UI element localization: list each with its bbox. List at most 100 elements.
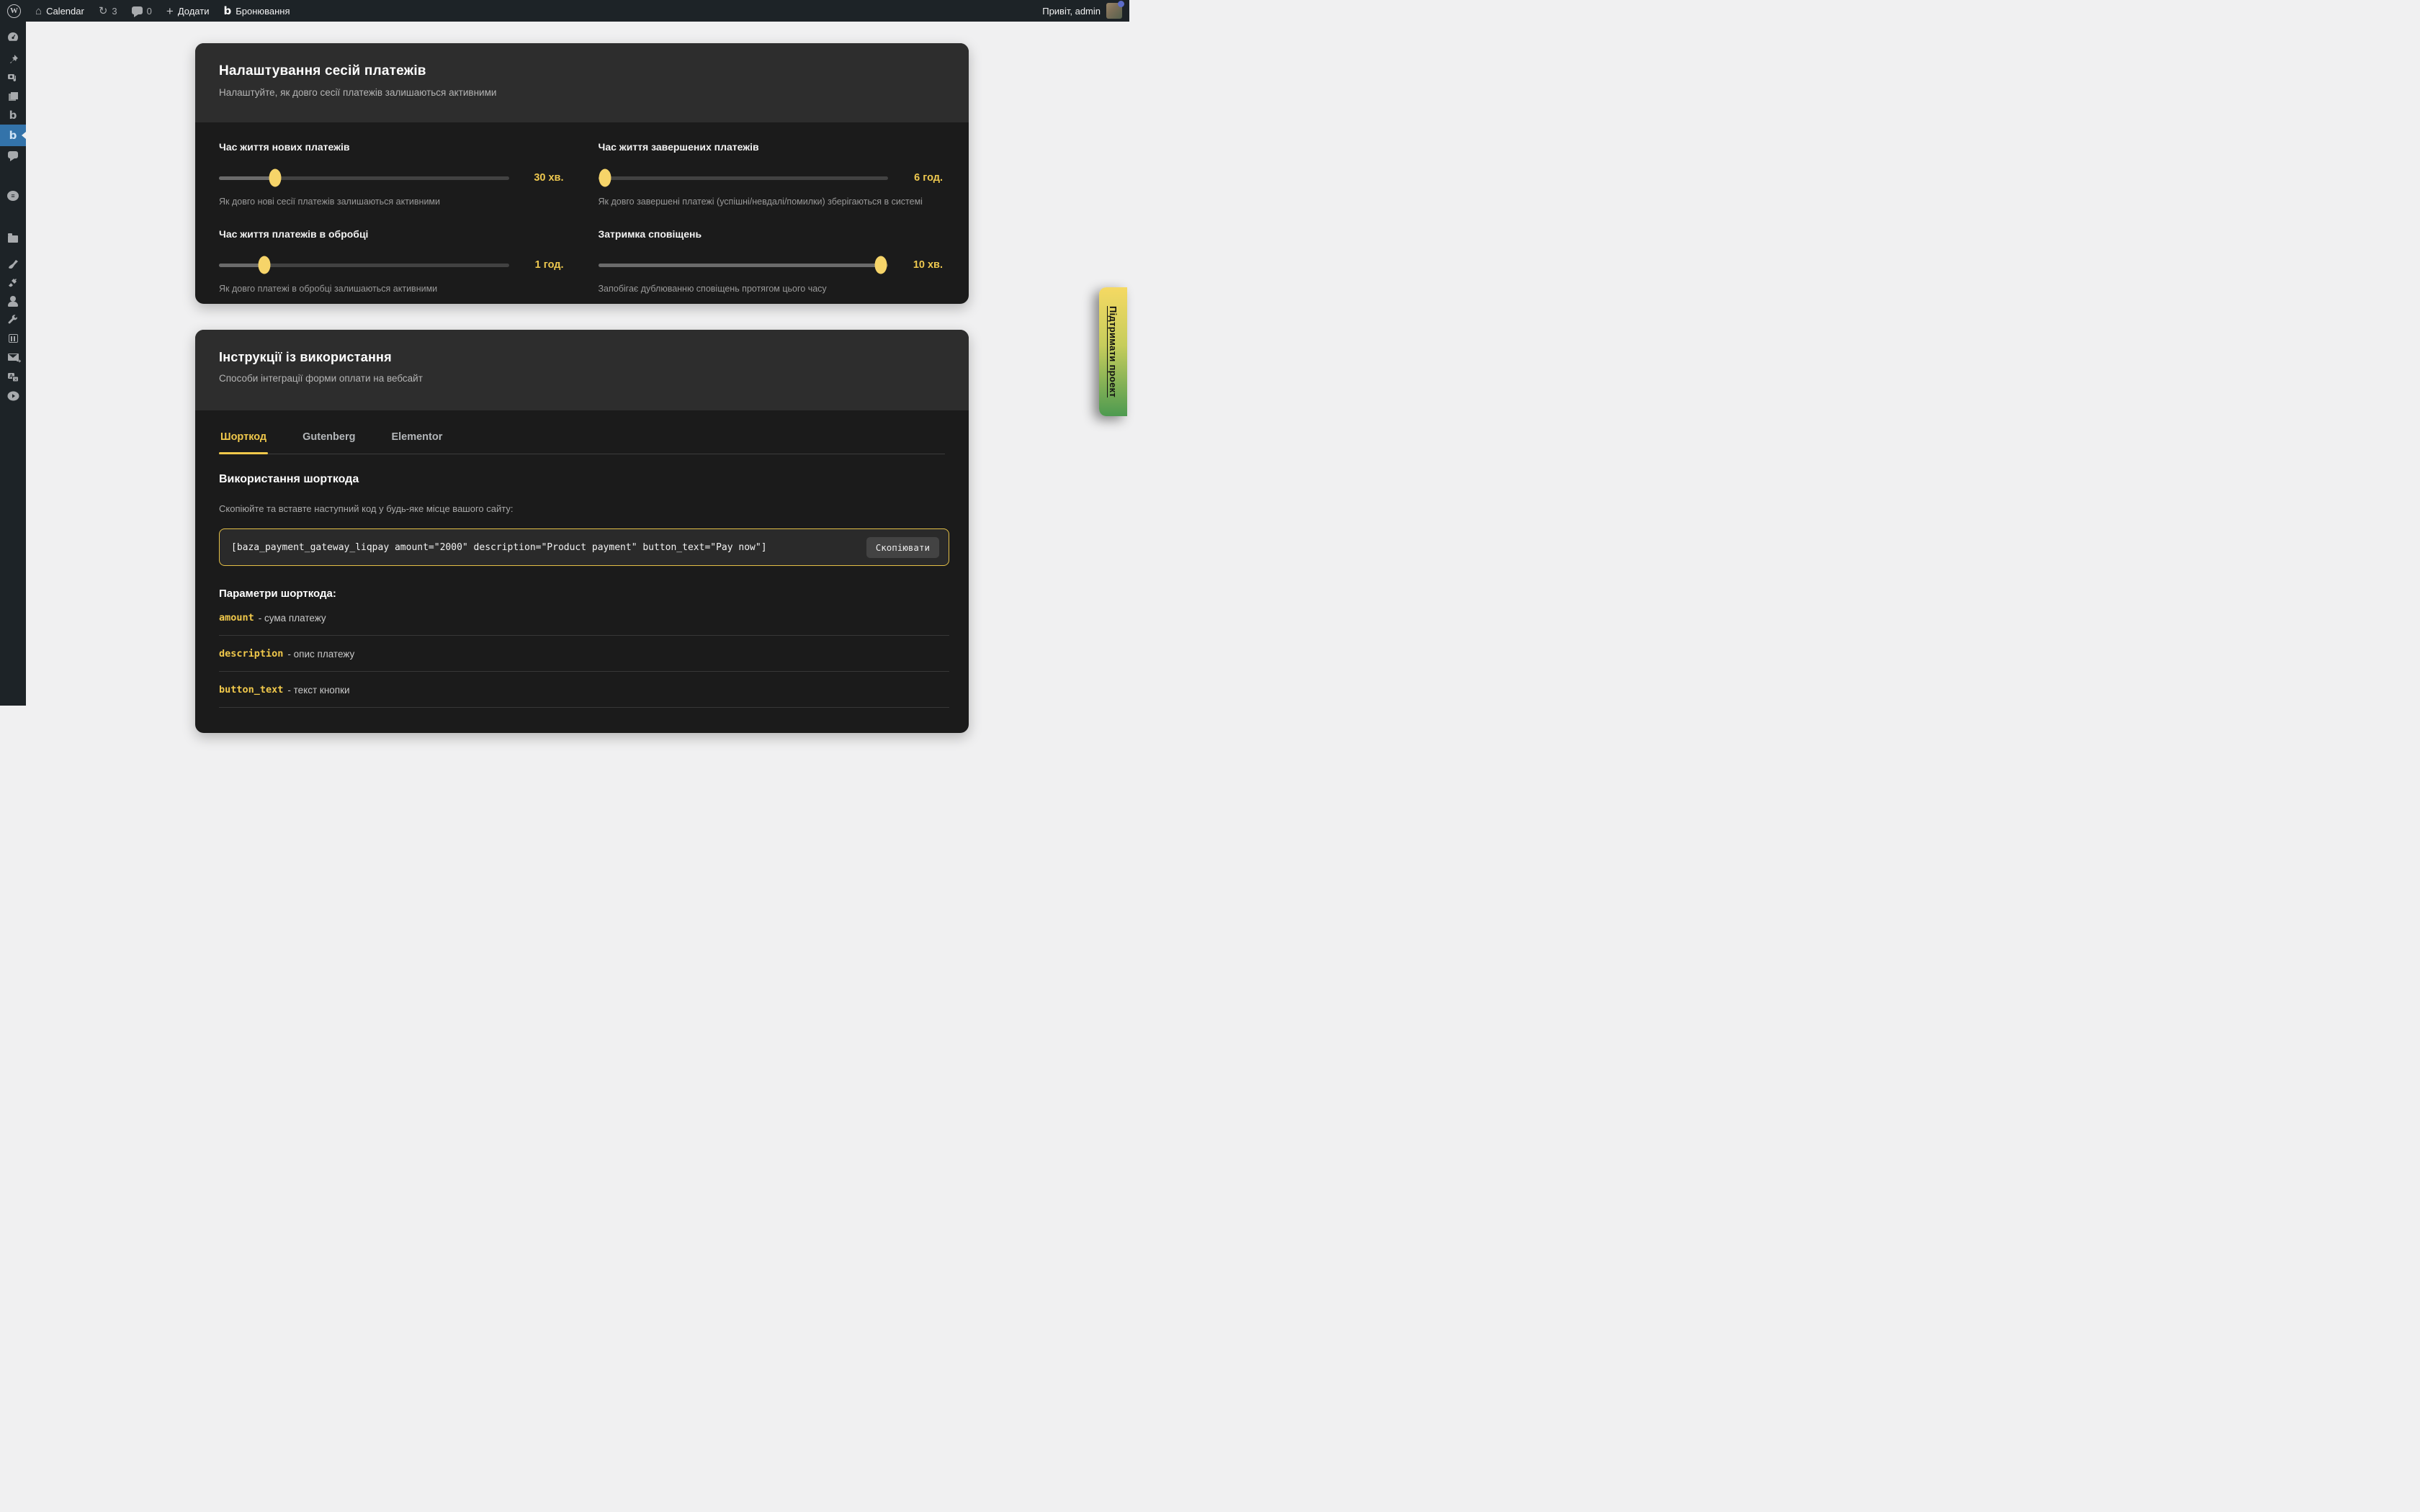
sidebar-item-booking[interactable]: b — [0, 106, 26, 125]
admin-sidebar: b b ≡ A✕ — [0, 22, 26, 706]
slider-description: Як довго нові сесії платежів залишаються… — [219, 197, 441, 207]
elementor-icon: ≡ — [7, 191, 19, 201]
slider-thumb[interactable] — [269, 168, 282, 187]
payment-sessions-header: Налаштування сесій платежів Налаштуйте, … — [195, 43, 969, 122]
slider-value: 10 хв. — [913, 259, 943, 271]
shortcode-text: [baza_payment_gateway_liqpay amount="200… — [231, 541, 767, 553]
usage-instructions-header: Інструкції із використання Способи інтег… — [195, 330, 969, 410]
params-title: Параметри шорткода: — [219, 588, 336, 600]
sidebar-item-pages[interactable] — [0, 87, 26, 106]
user-greeting[interactable]: Привіт, admin — [1042, 5, 1101, 17]
tab-gutenberg[interactable]: Gutenberg — [302, 431, 356, 443]
booking-logo-icon: b — [223, 4, 232, 17]
sidebar-item-folder[interactable] — [0, 230, 26, 248]
slider-value: 30 хв. — [534, 172, 564, 184]
slider-track[interactable] — [219, 256, 509, 274]
booking-label: Бронювання — [236, 5, 290, 17]
card-subtitle: Способи інтеграції форми оплати на вебса… — [219, 373, 423, 384]
plug-icon — [8, 278, 17, 287]
sidebar-item-plugins[interactable] — [0, 273, 26, 292]
new-content-link[interactable]: + Додати — [159, 0, 217, 22]
comments-icon — [131, 6, 143, 17]
folder-icon — [8, 233, 18, 243]
slider-label: Час життя нових платежів — [219, 141, 350, 153]
slider-thumb[interactable] — [258, 256, 271, 274]
usage-instructions-card: Інструкції із використання Способи інтег… — [195, 330, 969, 733]
avatar[interactable] — [1106, 1, 1124, 19]
pin-icon — [9, 54, 18, 63]
admin-bar: W ⌂ Calendar ↻ 3 0 + Додати b Бронювання… — [0, 0, 1129, 22]
param-description: - текст кнопки — [287, 684, 350, 696]
slider-track[interactable] — [219, 168, 509, 187]
wrench-icon — [8, 314, 17, 323]
media-icon — [8, 74, 16, 81]
slider-track[interactable] — [598, 168, 888, 187]
sidebar-item-dashboard[interactable] — [0, 27, 26, 46]
sidebar-item-media[interactable] — [0, 68, 26, 87]
card-subtitle: Налаштуйте, як довго сесії платежів зали… — [219, 87, 497, 98]
site-link[interactable]: ⌂ Calendar — [28, 0, 91, 22]
site-name: Calendar — [46, 5, 84, 17]
user-icon — [8, 296, 18, 307]
slider-track[interactable] — [598, 256, 888, 274]
tab-shortcode[interactable]: Шорткод — [219, 422, 269, 454]
comments-link[interactable]: 0 — [125, 0, 159, 22]
settings-sliders-icon — [8, 334, 18, 343]
support-project-ribbon[interactable]: Підтримати проект — [1099, 287, 1127, 416]
slider-thumb[interactable] — [874, 256, 887, 274]
wordpress-logo-icon: W — [7, 4, 21, 18]
slider-processing-payments: Час життя платежів в обробці 1 год. Як д… — [219, 228, 564, 294]
pages-icon — [8, 92, 18, 101]
param-name: button_text — [219, 684, 284, 696]
comments-bubble-icon — [8, 151, 18, 161]
usage-hint: Скопіюйте та вставте наступний код у буд… — [219, 503, 514, 514]
slider-value: 1 год. — [534, 259, 564, 271]
param-name: amount — [219, 612, 254, 624]
mail-forward-icon — [7, 354, 22, 364]
plus-icon: + — [166, 4, 174, 18]
slider-label: Час життя платежів в обробці — [219, 228, 369, 240]
updates-link[interactable]: ↻ 3 — [91, 0, 125, 22]
booking-b-icon: b — [9, 108, 17, 122]
slider-notification-delay: Затримка сповіщень 10 хв. Запобігає дубл… — [598, 228, 943, 294]
slider-description: Як довго платежі в обробці залишаються а… — [219, 284, 438, 294]
card-title: Налаштування сесій платежів — [219, 63, 426, 78]
sidebar-item-users[interactable] — [0, 292, 26, 310]
sidebar-item-comments[interactable] — [0, 146, 26, 165]
sidebar-item-payments-active[interactable]: b — [0, 125, 26, 146]
svg-text:✕: ✕ — [14, 378, 18, 382]
active-arrow-icon — [22, 132, 26, 139]
slider-description: Запобігає дублюванню сповіщень протягом … — [598, 284, 827, 294]
home-icon: ⌂ — [35, 4, 42, 17]
updates-icon: ↻ — [98, 4, 108, 17]
param-name: description — [219, 648, 284, 660]
booking-link[interactable]: b Бронювання — [216, 0, 297, 22]
copy-button[interactable]: Скопіювати — [866, 536, 939, 558]
sidebar-item-mail[interactable] — [0, 348, 26, 366]
shortcode-box: [baza_payment_gateway_liqpay amount="200… — [219, 528, 949, 566]
integration-tabs: Шорткод Gutenberg Elementor — [219, 422, 945, 454]
notification-dot — [1118, 1, 1124, 7]
comments-count: 0 — [146, 5, 152, 17]
tab-elementor[interactable]: Elementor — [391, 431, 443, 443]
slider-new-payments: Час життя нових платежів 30 хв. Як довго… — [219, 141, 564, 207]
card-title: Інструкції із використання — [219, 350, 392, 364]
paintbrush-icon — [8, 259, 18, 269]
sidebar-item-translate[interactable]: A ✕ — [0, 368, 26, 387]
wordpress-menu[interactable]: W — [0, 0, 28, 22]
slider-label: Час життя завершених платежів — [598, 141, 759, 153]
play-circle-icon — [7, 391, 19, 401]
slider-thumb[interactable] — [599, 168, 611, 187]
sidebar-item-posts[interactable] — [0, 50, 26, 68]
param-row-amount: amount - сума платежу — [219, 600, 949, 636]
param-description: - опис платежу — [287, 648, 355, 660]
sidebar-item-tools[interactable] — [0, 310, 26, 329]
sidebar-item-settings[interactable] — [0, 329, 26, 348]
payments-b-icon: b — [9, 128, 17, 142]
add-label: Додати — [177, 5, 210, 17]
slider-label: Затримка сповіщень — [598, 228, 702, 240]
sidebar-item-appearance[interactable] — [0, 254, 26, 273]
svg-text:A: A — [9, 374, 13, 379]
sidebar-item-video[interactable] — [0, 387, 26, 405]
sidebar-item-elementor[interactable]: ≡ — [0, 186, 26, 205]
